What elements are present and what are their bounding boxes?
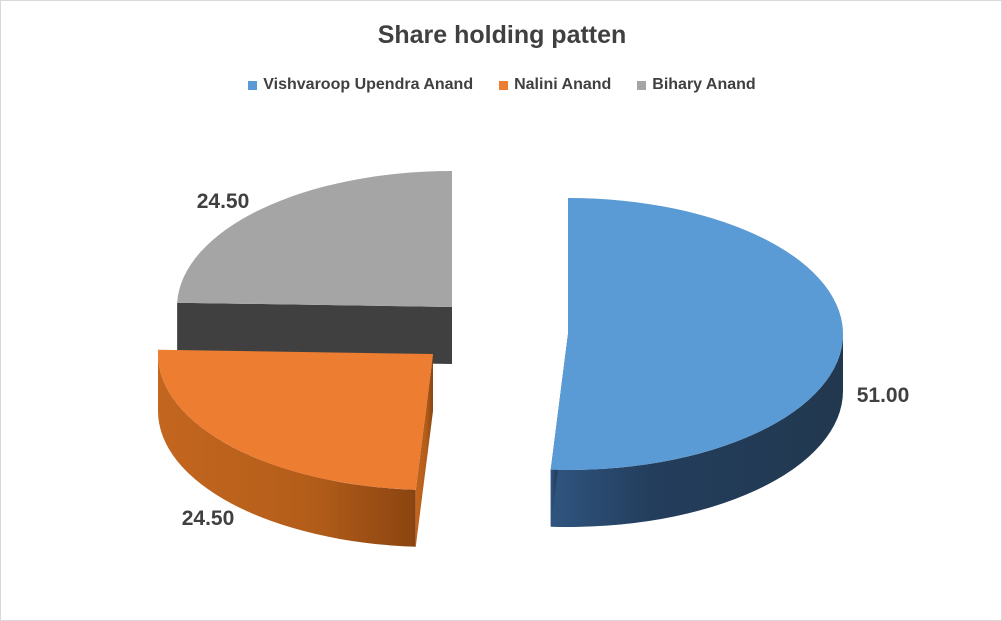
legend-item: Bihary Anand xyxy=(637,76,756,94)
pie-slice-top xyxy=(550,198,843,470)
pie-slice-top xyxy=(177,171,453,307)
pie-slice-top xyxy=(158,349,434,490)
pie-slice xyxy=(550,198,843,527)
legend-swatch xyxy=(637,80,647,90)
legend-label: Nalini Anand xyxy=(514,76,612,93)
pie-slice xyxy=(177,171,453,364)
legend-swatch xyxy=(499,80,509,90)
data-label: 24.50 xyxy=(197,190,250,213)
legend-item: Vishvaroop Upendra Anand xyxy=(248,76,473,94)
legend-label: Bihary Anand xyxy=(652,76,756,93)
pie-slice xyxy=(158,349,434,547)
pie-slice-cut xyxy=(177,302,453,364)
legend-swatch xyxy=(248,80,258,90)
chart-title: Share holding patten xyxy=(377,21,627,49)
data-label: 24.50 xyxy=(182,507,235,530)
legend: Vishvaroop Upendra Anand Nalini Anand Bi… xyxy=(1,76,1002,94)
data-label: 51.00 xyxy=(857,384,910,407)
pie-slice-cut xyxy=(415,354,433,547)
legend-item: Nalini Anand xyxy=(499,76,611,94)
legend-label: Vishvaroop Upendra Anand xyxy=(263,76,474,93)
pie-slice-side xyxy=(550,334,843,527)
pie-slice-side xyxy=(158,354,416,547)
